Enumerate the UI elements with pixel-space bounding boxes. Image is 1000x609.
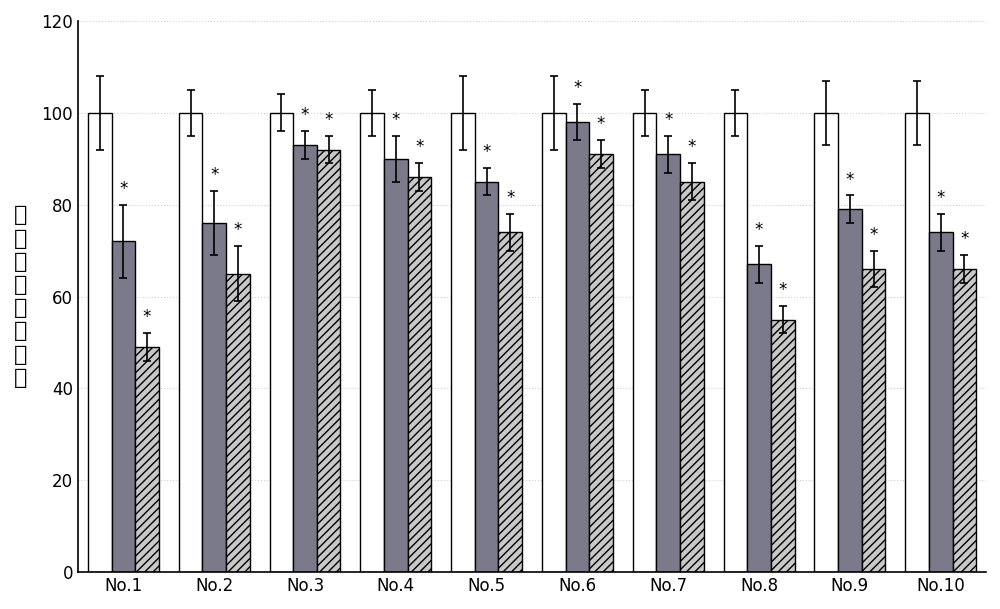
Text: *: * [937,189,945,207]
Bar [451,113,475,572]
Bar [202,223,226,572]
Bar [360,113,384,572]
Bar [814,113,838,572]
Bar [633,113,656,572]
Text: *: * [324,111,333,129]
Bar [771,320,795,572]
Text: *: * [210,166,218,184]
Bar [724,113,747,572]
Bar [838,209,862,572]
Bar [542,113,566,572]
Bar [408,177,431,572]
Bar [680,181,704,572]
Text: *: * [779,281,787,299]
Bar [475,181,498,572]
Bar [929,232,953,572]
Text: *: * [755,221,763,239]
Text: *: * [664,111,672,129]
Bar [226,273,250,572]
Bar [384,159,408,572]
Text: *: * [960,230,969,248]
Bar [566,122,589,572]
Text: *: * [482,143,491,161]
Bar [135,347,159,572]
Text: *: * [597,116,605,133]
Bar [747,264,771,572]
Bar [112,241,135,572]
Bar [270,113,293,572]
Text: *: * [688,138,696,157]
Bar [88,113,112,572]
Text: *: * [846,171,854,189]
Text: *: * [506,189,514,207]
Bar [498,232,522,572]
Bar [656,154,680,572]
Text: *: * [869,226,878,244]
Text: *: * [392,111,400,129]
Text: *: * [119,180,128,198]
Bar [179,113,202,572]
Bar [589,154,613,572]
Text: *: * [573,79,582,97]
Y-axis label: 生
物
膜
形
成
百
分
比: 生 物 膜 形 成 百 分 比 [14,205,27,388]
Text: *: * [234,221,242,239]
Bar [317,150,340,572]
Text: *: * [301,106,309,124]
Bar [293,145,317,572]
Bar [905,113,929,572]
Text: *: * [415,138,424,157]
Bar [862,269,885,572]
Text: *: * [143,308,151,326]
Bar [953,269,976,572]
